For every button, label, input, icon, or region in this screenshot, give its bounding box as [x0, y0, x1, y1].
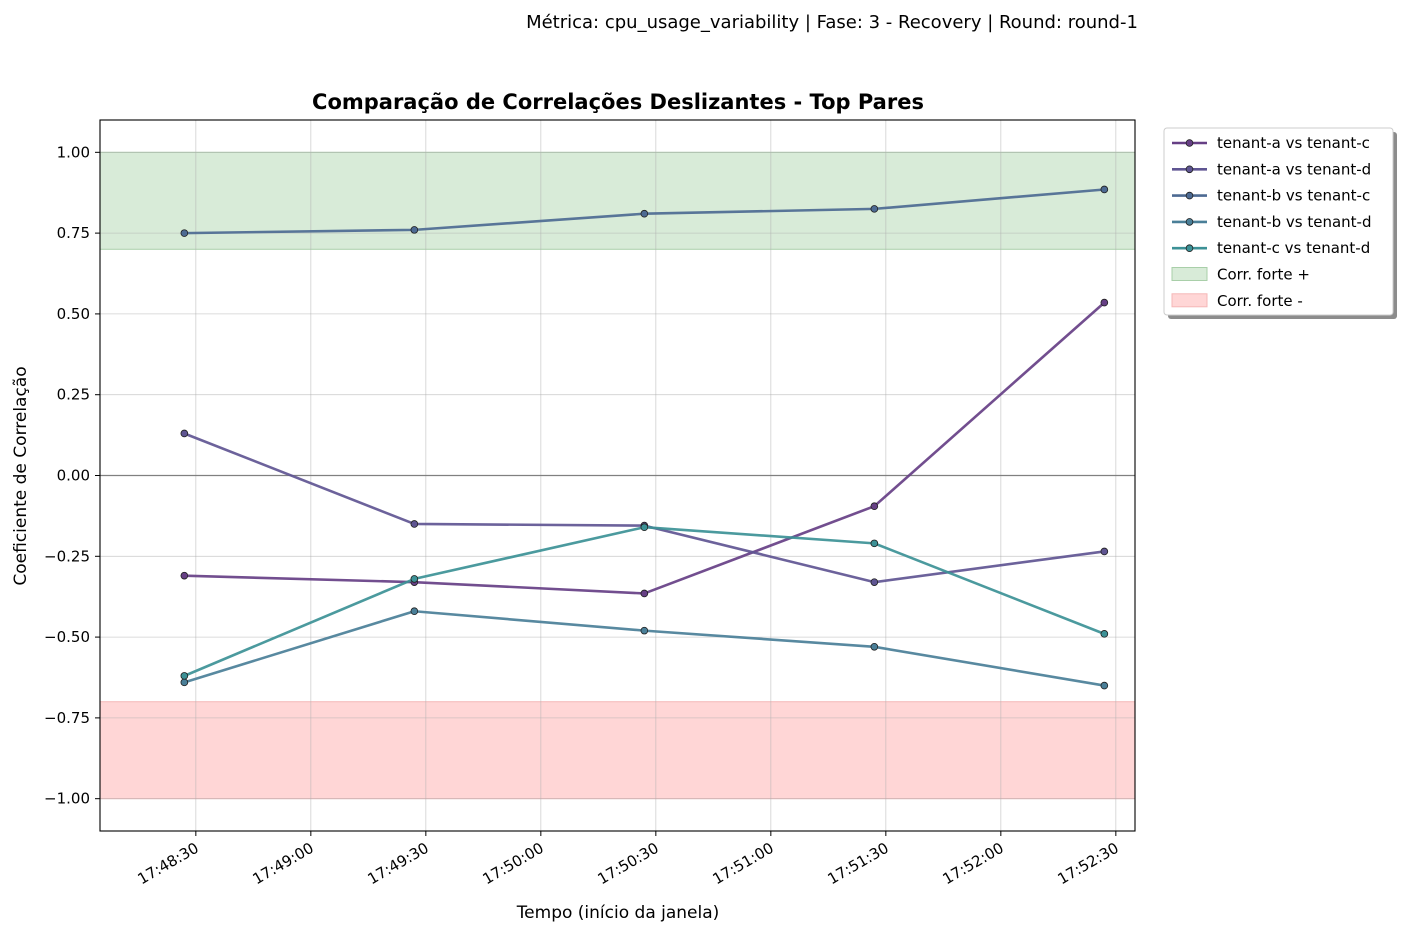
legend-swatch-marker [1185, 218, 1194, 226]
data-point [180, 429, 189, 438]
x-tick-label: 17:49:00 [249, 839, 316, 888]
series-line-1 [184, 301, 1106, 595]
data-point [180, 571, 189, 580]
y-tick-label: −1.00 [44, 790, 90, 808]
x-tick-label: 17:52:00 [939, 839, 1006, 888]
y-axis-label: Coeficiente de Correlação [11, 366, 31, 585]
band-1 [99, 701, 1136, 800]
x-tick-label: 17:50:30 [594, 839, 661, 888]
legend-swatch-marker [1185, 139, 1194, 147]
x-tick-label: 17:48:30 [134, 839, 201, 888]
series-line-5 [183, 525, 1105, 678]
x-tick-label: 17:51:00 [709, 839, 776, 888]
data-point [870, 642, 879, 651]
x-tick-label: 17:52:30 [1054, 839, 1121, 888]
data-point [870, 539, 879, 548]
x-tick-label: 17:51:30 [824, 839, 891, 888]
y-tick-label: 0.75 [57, 224, 90, 242]
legend-swatch-band [1171, 293, 1208, 308]
data-point [410, 575, 419, 583]
data-point [870, 502, 879, 511]
data-point [1100, 298, 1109, 307]
plot-area: 1.00 0.75 0.50 0.25 0.00 −0.25 −0.50 −0.75 −1.00… [44, 119, 1136, 888]
data-point [1100, 681, 1109, 690]
legend-label: tenant-a vs tenant-d [1217, 160, 1371, 178]
y-tick-label: 0.50 [57, 305, 90, 323]
legend-label: tenant-b vs tenant-d [1217, 213, 1372, 231]
y-tick-label: 0.25 [57, 386, 90, 404]
data-point [410, 520, 419, 528]
x-tick-label: 17:50:00 [479, 839, 546, 888]
legend-swatch-marker [1185, 165, 1194, 174]
data-point [870, 578, 879, 586]
legend-swatch-marker [1185, 191, 1194, 200]
legend-label: Corr. forte - [1217, 292, 1303, 310]
data-point [180, 229, 189, 237]
data-point [640, 626, 649, 635]
data-point [640, 589, 649, 598]
y-tick-label: −0.75 [44, 709, 90, 727]
series-line-2 [183, 432, 1105, 584]
x-tick-label: 17:49:30 [364, 839, 431, 888]
y-tick-label: 1.00 [57, 143, 90, 161]
y-tick-label: 0.00 [57, 467, 90, 485]
legend-label: tenant-c vs tenant-d [1217, 239, 1370, 257]
chart-title: Comparação de Correlações Deslizantes - … [312, 90, 924, 114]
y-tick-label: −0.50 [44, 628, 90, 646]
legend-box [1163, 127, 1394, 316]
figure-suptitle: Métrica: cpu_usage_variability | Fase: 3… [526, 12, 1138, 33]
legend-label: Corr. forte + [1217, 266, 1310, 284]
legend-swatch-band [1171, 267, 1208, 281]
data-point [1100, 630, 1109, 638]
data-point [180, 672, 189, 680]
legend-swatch-marker [1185, 244, 1194, 253]
data-point [410, 607, 419, 616]
y-tick-label: −0.25 [44, 547, 90, 565]
x-axis-label: Tempo (início da janela) [516, 903, 720, 923]
data-point [870, 205, 879, 213]
data-point [410, 226, 419, 234]
legend-label: tenant-a vs tenant-c [1217, 134, 1370, 152]
legend: tenant-a vs tenant-c tenant-a vs tenant-d… [1163, 127, 1397, 319]
legend-label: tenant-b vs tenant-c [1217, 187, 1370, 205]
data-point [1100, 185, 1109, 194]
data-point [180, 678, 189, 687]
data-point [640, 523, 649, 532]
series-line-4 [183, 609, 1105, 687]
data-point [640, 209, 649, 218]
data-point [1100, 547, 1109, 556]
